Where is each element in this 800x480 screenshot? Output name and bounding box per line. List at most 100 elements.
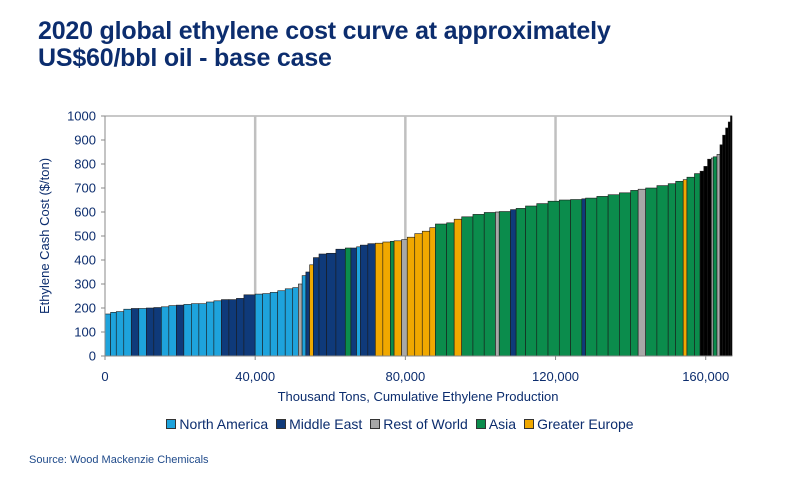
- cost-bar-other: [725, 127, 729, 357]
- cost-bar-na: [301, 275, 307, 357]
- x-tick-label: 120,000: [532, 369, 579, 384]
- cost-bar-na: [115, 311, 125, 357]
- cost-bar-me: [221, 299, 230, 357]
- cost-bar-me: [335, 248, 346, 357]
- cost-bar-other: [707, 158, 712, 357]
- cost-bar-na: [269, 292, 279, 357]
- y-tick-label: 400: [74, 253, 96, 268]
- cost-bar-ge: [406, 236, 416, 357]
- legend-item: Greater Europe: [524, 416, 634, 432]
- source-note: Source: Wood Mackenzie Chemicals: [29, 454, 209, 466]
- cost-bar-other: [703, 166, 708, 357]
- title-line-2: US$60/bbl oil - base case: [38, 44, 332, 72]
- x-axis-label: Thousand Tons, Cumulative Ethylene Produ…: [278, 389, 559, 404]
- y-tick-label: 1000: [67, 109, 96, 124]
- cost-bar-as: [570, 199, 583, 357]
- legend-swatch: [524, 419, 535, 429]
- cost-bar-na: [277, 290, 286, 357]
- cost-bar-me: [360, 244, 369, 357]
- cost-bar-ge: [421, 230, 431, 357]
- cost-bar-other: [727, 121, 731, 357]
- legend-label: Middle East: [289, 416, 363, 432]
- cost-bar-me: [367, 243, 376, 357]
- y-tick-label: 200: [74, 301, 96, 316]
- cost-bar-me: [510, 209, 517, 357]
- x-tick-label: 160,000: [682, 369, 729, 384]
- title-line-1: 2020 global ethylene cost curve at appro…: [38, 17, 611, 45]
- cost-bar-me: [318, 253, 327, 357]
- y-tick-label: 0: [89, 349, 96, 364]
- legend: North America Middle East Rest of World Asi…: [0, 416, 800, 432]
- cost-bar-na: [292, 287, 299, 357]
- cost-bar-as: [390, 240, 395, 357]
- cost-bar-me: [326, 252, 337, 357]
- cost-bar-na: [213, 300, 222, 357]
- y-tick-label: 600: [74, 205, 96, 220]
- cost-bar-me: [236, 298, 245, 357]
- cost-bar-me: [130, 308, 140, 357]
- cost-bar-other: [730, 115, 733, 357]
- y-tick-label: 300: [74, 277, 96, 292]
- cost-bar-as: [686, 176, 695, 357]
- cost-bar-ge: [453, 218, 462, 357]
- legend-label: Rest of World: [383, 416, 468, 432]
- cost-bar-as: [435, 223, 447, 357]
- cost-bar-ge: [393, 240, 402, 357]
- cost-bar-as: [344, 247, 352, 357]
- cost-bar-as: [675, 180, 684, 357]
- legend-swatch: [166, 419, 177, 429]
- cost-bar-ge: [414, 233, 423, 357]
- cost-bar-me: [305, 271, 310, 357]
- legend-label: North America: [179, 416, 269, 432]
- y-tick-label: 800: [74, 157, 96, 172]
- cost-bar-as: [525, 205, 538, 357]
- cost-bar-as: [498, 211, 511, 357]
- cost-bar-na: [183, 304, 192, 357]
- cost-bar-ge: [375, 242, 384, 357]
- cost-bar-ge: [382, 241, 391, 357]
- legend-label: Asia: [488, 416, 517, 432]
- cost-bar-na: [110, 312, 117, 357]
- cost-bar-other: [699, 170, 705, 357]
- legend-item: Asia: [475, 416, 517, 432]
- cost-bar-rw: [637, 188, 646, 357]
- cost-bar-as: [630, 190, 639, 357]
- cost-bar-as: [536, 203, 549, 357]
- cost-bar-ge: [682, 179, 688, 357]
- cost-bar-as: [472, 214, 485, 357]
- cost-bar-na: [138, 308, 147, 357]
- y-tick-label: 100: [74, 325, 96, 340]
- cost-bar-other: [719, 144, 723, 357]
- cost-bar-na: [191, 303, 200, 357]
- x-tick-label: 80,000: [385, 369, 425, 384]
- cost-bar-as: [694, 173, 701, 357]
- y-tick-label: 500: [74, 229, 96, 244]
- cost-bar-rw: [495, 211, 500, 357]
- cost-bar-na: [123, 308, 132, 357]
- y-tick-label: 700: [74, 181, 96, 196]
- legend-item: Middle East: [276, 416, 362, 432]
- cost-bar-as: [558, 199, 571, 357]
- x-tick-label: 0: [101, 369, 108, 384]
- y-tick-label: 900: [74, 133, 96, 148]
- cost-bar-na: [262, 293, 271, 357]
- cost-bar-na: [284, 288, 294, 357]
- cost-bar-me: [176, 304, 185, 357]
- cost-bar-na: [168, 305, 177, 357]
- cost-bar-me: [581, 198, 586, 357]
- chart-title: 2020 global ethylene cost curve at appro…: [38, 18, 611, 72]
- cost-bar-me: [153, 307, 162, 357]
- cost-bar-as: [645, 187, 658, 357]
- y-axis-label: Ethylene Cash Cost ($/ton): [37, 158, 52, 314]
- cost-bar-na: [198, 303, 207, 357]
- cost-bar-as: [619, 192, 631, 357]
- cost-bar-rw: [298, 283, 303, 357]
- cost-bar-as: [461, 216, 474, 357]
- cost-bar-other: [722, 134, 726, 357]
- cost-bar-me: [145, 307, 155, 357]
- legend-swatch: [370, 419, 381, 429]
- cost-bar-as: [483, 212, 496, 357]
- cost-bar-me: [313, 257, 320, 357]
- legend-item: Rest of World: [370, 416, 468, 432]
